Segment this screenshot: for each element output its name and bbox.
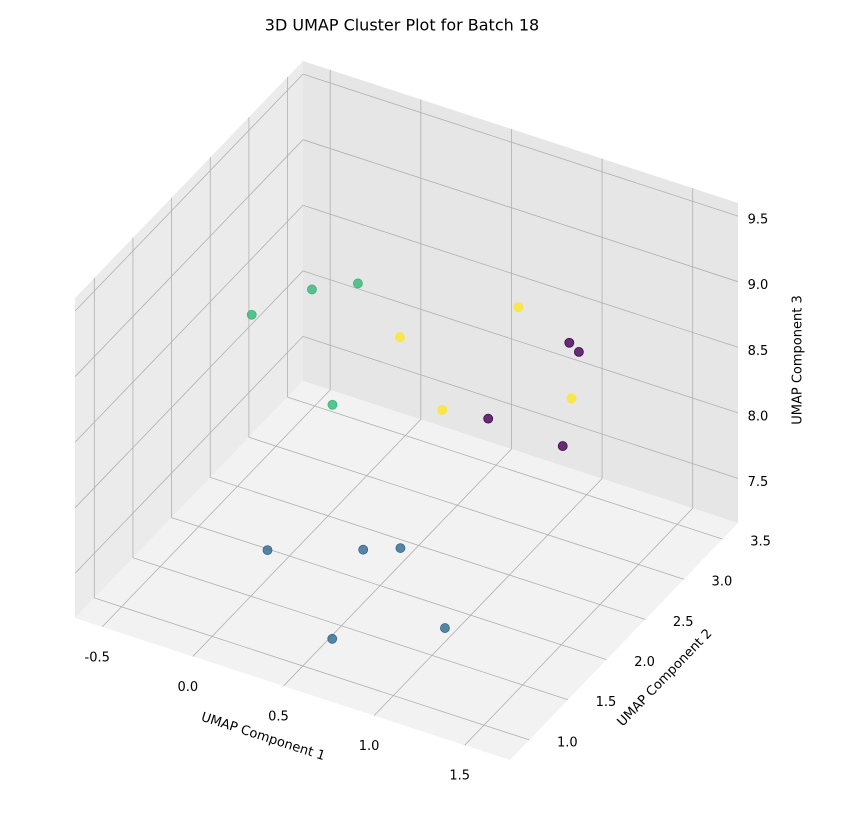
- x-tick-label: 1.5: [449, 769, 470, 784]
- point: [440, 623, 450, 633]
- z-tick-label: 7.5: [748, 475, 769, 490]
- grid-line: [192, 419, 422, 657]
- x-tick-label: 0.0: [177, 680, 198, 695]
- z-axis-label: UMAP Component 3: [791, 295, 806, 424]
- grid-line: [74, 336, 304, 574]
- point: [557, 441, 568, 451]
- grid-line: [74, 73, 304, 312]
- grid-line: [171, 517, 607, 660]
- grid-line: [94, 597, 530, 741]
- point: [564, 337, 575, 348]
- grid-line: [302, 73, 739, 217]
- x-axis-label: UMAP Component 1: [199, 710, 327, 764]
- back-pane: [303, 61, 738, 523]
- grid-line: [248, 436, 685, 580]
- z-tick-label: 9.0: [748, 278, 769, 293]
- grid-line: [101, 389, 331, 628]
- grid-line: [287, 396, 723, 540]
- z-tick-label: 8.5: [748, 344, 769, 359]
- point: [358, 544, 369, 555]
- point: [327, 399, 338, 410]
- grid-line: [74, 204, 304, 443]
- grid-line: [132, 557, 569, 701]
- point: [246, 309, 257, 320]
- point: [437, 404, 448, 415]
- point: [327, 633, 338, 644]
- y-tick-label: 1.0: [557, 735, 578, 750]
- chart-title: 3D UMAP Cluster Plot for Batch 18: [265, 16, 539, 35]
- grid-line: [302, 139, 739, 283]
- y-tick-label: 2.0: [634, 655, 655, 670]
- x-tick-label: 1.0: [359, 739, 380, 754]
- y-tick-label: 3.0: [712, 575, 733, 590]
- x-tick-label: 0.5: [268, 710, 289, 725]
- point: [395, 332, 405, 343]
- point: [353, 278, 363, 289]
- grid-line: [302, 336, 739, 479]
- point: [262, 545, 273, 556]
- point: [573, 347, 584, 357]
- grid-line: [283, 448, 512, 687]
- z-tick-label: 8.0: [748, 409, 769, 424]
- z-tick-label: 9.5: [748, 213, 769, 228]
- y-tick-label: 3.5: [750, 535, 771, 550]
- point: [513, 302, 524, 313]
- grid-line: [464, 507, 693, 746]
- y-tick-label: 2.5: [673, 615, 694, 630]
- y-axis-label: UMAP Component 2: [615, 626, 716, 730]
- x-tick-label: -0.5: [85, 650, 110, 665]
- y-tick-label: 1.5: [596, 695, 617, 710]
- point: [307, 284, 317, 295]
- point: [395, 543, 406, 553]
- grid-line: [74, 139, 304, 377]
- grid-line: [302, 204, 739, 348]
- grid-line: [74, 270, 304, 509]
- point: [566, 393, 577, 404]
- floor-pane: [75, 381, 738, 760]
- grid-line: [302, 270, 739, 414]
- grid-line: [210, 477, 646, 620]
- point: [483, 413, 494, 424]
- left-pane: [75, 61, 303, 618]
- grid-line: [373, 478, 603, 716]
